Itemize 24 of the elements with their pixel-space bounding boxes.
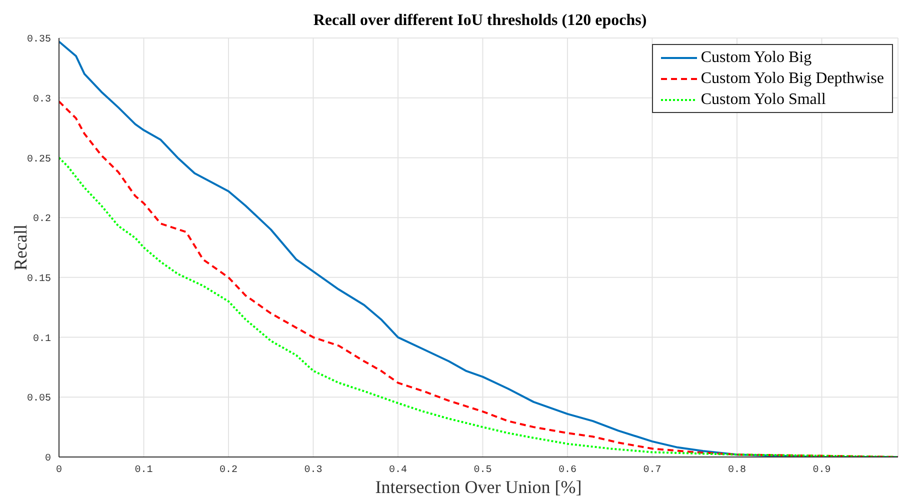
y-tick-label: 0.05 (26, 394, 51, 405)
chart-title: Recall over different IoU thresholds (120 epochs) (312, 12, 648, 30)
y-tick-label: 0 (44, 454, 51, 465)
y-tick-label: 0.2 (32, 214, 51, 226)
y-tick-label: 0.3 (32, 94, 51, 106)
y-axis-title: Recall (10, 224, 30, 270)
legend-label: Custom Yolo Small (700, 90, 826, 110)
x-axis-title: Intersection Over Union [%] (375, 477, 582, 497)
legend-label: Custom Yolo Big Depthwise (700, 69, 884, 89)
x-tick-label: 0.7 (643, 465, 662, 476)
y-tick-label: 0.35 (26, 34, 51, 46)
x-tick-label: 0.9 (812, 465, 831, 476)
x-tick-label: 0 (56, 465, 62, 476)
y-tick-label: 0.1 (32, 334, 51, 345)
x-tick-label: 0.6 (558, 465, 576, 476)
x-tick-label: 0.4 (388, 465, 407, 476)
x-tick-label: 0.2 (219, 465, 238, 476)
x-tick-label: 0.1 (134, 465, 153, 476)
legend-label: Custom Yolo Big (700, 48, 812, 68)
x-tick-label: 0.5 (474, 465, 492, 476)
y-tick-label: 0.25 (26, 154, 51, 166)
x-tick-label: 0.3 (304, 465, 322, 476)
y-tick-label: 0.15 (26, 274, 51, 285)
x-tick-label: 0.8 (728, 465, 746, 476)
